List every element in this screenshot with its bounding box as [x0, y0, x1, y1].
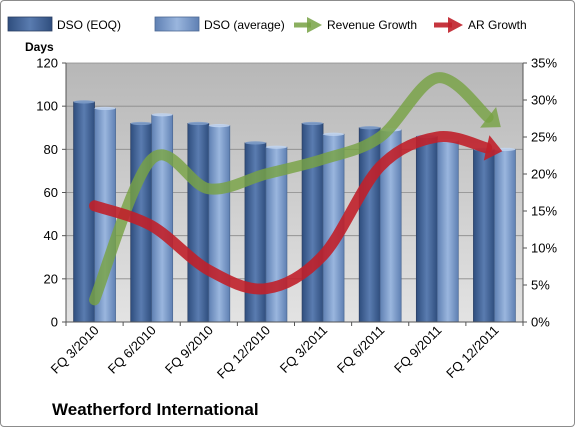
left-tick-label: 0 [51, 315, 58, 330]
right-tick-label: 20% [531, 167, 557, 182]
bar-dso-average [151, 114, 174, 323]
left-tick-label: 80 [44, 142, 58, 157]
growth-lines [89, 72, 503, 306]
bar-top-highlight [208, 123, 230, 128]
x-tick-label: FQ 12/2010 [214, 323, 273, 382]
bar-top-highlight [359, 126, 381, 130]
right-tick-label: 25% [531, 130, 557, 145]
legend-label-ar-growth: AR Growth [468, 18, 527, 32]
revenue-growth-line [89, 72, 494, 306]
left-tick-label: 100 [36, 99, 58, 114]
x-tick-label: FQ 6/2010 [105, 323, 159, 377]
right-tick-label: 0% [531, 315, 550, 330]
left-tick-label: 40 [44, 228, 58, 243]
bar-top-highlight [323, 132, 345, 136]
x-tick-label: FQ 9/2011 [391, 323, 444, 376]
bar-dso-eoq [415, 136, 438, 323]
legend-label-revenue-growth: Revenue Growth [327, 18, 417, 32]
left-tick-label: 20 [44, 271, 58, 286]
x-tick-label: FQ 3/2011 [277, 323, 330, 376]
bar-dso-eoq [73, 101, 95, 323]
company-caption: Weatherford International [52, 400, 259, 419]
bar-dso-average [494, 148, 516, 323]
legend: DSO (EOQ) DSO (average) Revenue Growth A… [7, 16, 527, 33]
bar-top-highlight [302, 121, 324, 126]
bar-top-highlight [73, 100, 95, 104]
revenue-growth-arrowhead [480, 107, 501, 128]
x-tick-label: FQ 12/2011 [443, 323, 501, 381]
legend-item-dso-eoq: DSO (EOQ) [7, 16, 121, 32]
ar-growth-arrowhead [483, 135, 503, 161]
right-tick-label: 15% [531, 204, 557, 219]
bar-top-highlight [151, 113, 173, 117]
y-axis-title-left: Days [25, 40, 54, 54]
x-tick-label: FQ 9/2010 [162, 323, 216, 377]
bar-dso-eoq [301, 123, 324, 323]
bar-dso-average [208, 125, 231, 323]
bar-top-highlight [244, 141, 266, 145]
legend-label-dso-average: DSO (average) [204, 18, 285, 32]
bar-top-highlight [265, 145, 287, 149]
x-tick-label: FQ 3/2010 [48, 323, 102, 377]
ar-growth-line [89, 131, 493, 295]
right-tick-label: 30% [531, 93, 557, 108]
left-tick-label: 120 [36, 56, 58, 71]
bar-dso-eoq [187, 123, 210, 323]
bar-top-highlight [130, 121, 152, 126]
legend-label-dso-eoq: DSO (EOQ) [57, 18, 121, 32]
right-tick-label: 35% [531, 56, 557, 71]
right-tick-label: 10% [531, 241, 557, 256]
left-tick-label: 60 [44, 185, 58, 200]
legend-item-dso-average: DSO (average) [154, 16, 285, 32]
axes: 0 20 40 60 80 100 120 0% 5% 10% 15% 20% 25% 30% 35% [36, 56, 557, 330]
legend-item-ar-growth: AR Growth [434, 17, 527, 33]
right-tick-label: 5% [531, 278, 550, 293]
bar-top-highlight [187, 121, 209, 126]
bar-dso-average [436, 140, 459, 323]
bar-dso-eoq [358, 127, 381, 323]
x-tick-label: FQ 6/2011 [334, 323, 387, 376]
bar-top-highlight [94, 106, 116, 110]
legend-item-revenue-growth: Revenue Growth [294, 17, 417, 33]
bar-dso-eoq [473, 148, 495, 323]
